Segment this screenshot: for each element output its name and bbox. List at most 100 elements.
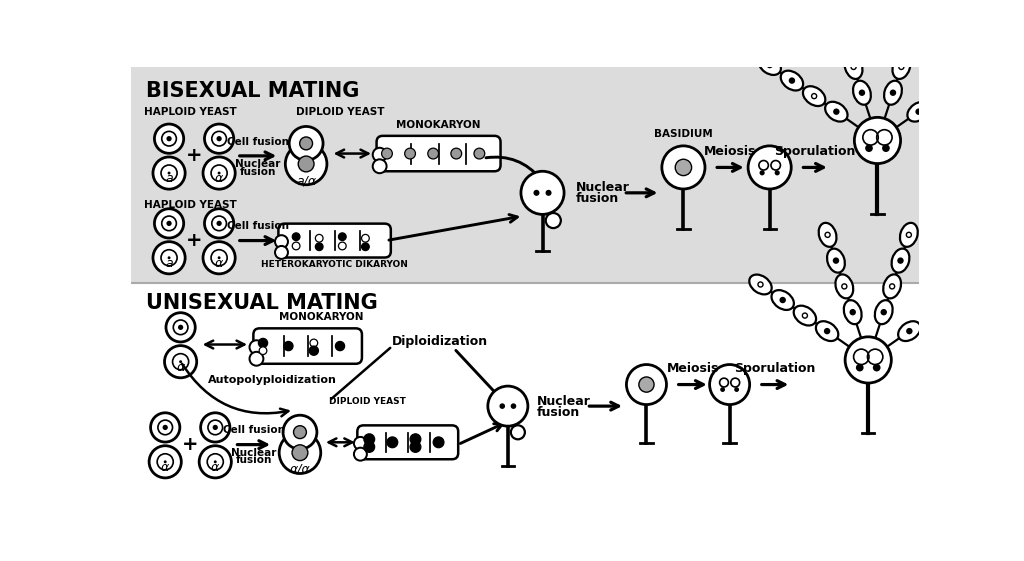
- Circle shape: [959, 77, 967, 84]
- Text: Cell fusion: Cell fusion: [226, 222, 289, 231]
- Text: α/α: α/α: [290, 463, 310, 476]
- Ellipse shape: [837, 29, 854, 53]
- Circle shape: [336, 342, 345, 351]
- Circle shape: [339, 233, 346, 241]
- Text: UNISEXUAL MATING: UNISEXUAL MATING: [146, 293, 378, 313]
- Text: MONOKARYON: MONOKARYON: [280, 312, 364, 322]
- Circle shape: [283, 415, 316, 449]
- Circle shape: [546, 190, 552, 196]
- Ellipse shape: [951, 71, 974, 90]
- Circle shape: [361, 234, 370, 242]
- Circle shape: [315, 234, 323, 242]
- Text: Nuclear: Nuclear: [231, 448, 276, 458]
- Text: +: +: [185, 231, 202, 250]
- Circle shape: [315, 243, 323, 251]
- Circle shape: [292, 242, 300, 250]
- Ellipse shape: [803, 86, 825, 106]
- Circle shape: [521, 171, 564, 214]
- Circle shape: [205, 124, 233, 153]
- Circle shape: [284, 342, 293, 351]
- Text: Cell fusion: Cell fusion: [223, 425, 285, 435]
- Circle shape: [292, 233, 300, 241]
- Circle shape: [167, 220, 172, 226]
- Circle shape: [155, 209, 183, 238]
- Circle shape: [203, 242, 236, 274]
- FancyBboxPatch shape: [279, 224, 391, 257]
- Ellipse shape: [901, 29, 919, 53]
- Circle shape: [339, 242, 346, 250]
- Text: a: a: [165, 172, 173, 186]
- Circle shape: [845, 337, 891, 383]
- Circle shape: [760, 170, 765, 176]
- Text: Sporulation: Sporulation: [774, 145, 856, 158]
- Circle shape: [850, 309, 856, 315]
- Text: HAPLOID YEAST: HAPLOID YEAST: [144, 200, 238, 210]
- Circle shape: [950, 297, 957, 304]
- Circle shape: [205, 209, 233, 238]
- Circle shape: [153, 242, 185, 274]
- Circle shape: [163, 425, 168, 430]
- Circle shape: [199, 446, 231, 478]
- Circle shape: [487, 386, 528, 426]
- Circle shape: [710, 365, 750, 404]
- Circle shape: [167, 136, 172, 141]
- Circle shape: [213, 425, 218, 430]
- Text: Nuclear: Nuclear: [575, 181, 630, 194]
- Circle shape: [168, 256, 171, 259]
- Circle shape: [168, 172, 171, 174]
- Text: Meiosis: Meiosis: [667, 362, 719, 375]
- Circle shape: [373, 159, 387, 173]
- Circle shape: [166, 312, 196, 342]
- Circle shape: [280, 432, 321, 473]
- Circle shape: [164, 461, 167, 463]
- Text: α: α: [176, 361, 184, 374]
- Ellipse shape: [836, 274, 853, 298]
- Circle shape: [216, 220, 222, 226]
- Ellipse shape: [825, 102, 848, 122]
- Ellipse shape: [759, 55, 781, 75]
- Text: Sporulation: Sporulation: [734, 362, 816, 375]
- Text: DIPLOID YEAST: DIPLOID YEAST: [296, 107, 385, 117]
- Circle shape: [410, 442, 421, 452]
- Circle shape: [749, 146, 792, 189]
- Text: fusion: fusion: [236, 456, 272, 466]
- Ellipse shape: [907, 102, 930, 122]
- Circle shape: [387, 437, 397, 448]
- Circle shape: [774, 170, 780, 176]
- Circle shape: [720, 387, 725, 392]
- Circle shape: [361, 243, 370, 251]
- Circle shape: [842, 38, 849, 44]
- Circle shape: [675, 159, 691, 176]
- Circle shape: [404, 148, 416, 159]
- Circle shape: [428, 148, 438, 159]
- Bar: [131, 283, 920, 499]
- Ellipse shape: [942, 290, 965, 310]
- Circle shape: [854, 117, 900, 164]
- Circle shape: [150, 446, 181, 478]
- Circle shape: [373, 148, 387, 162]
- Ellipse shape: [845, 55, 862, 79]
- Circle shape: [824, 328, 830, 334]
- Circle shape: [511, 403, 516, 409]
- Ellipse shape: [816, 321, 839, 341]
- Circle shape: [309, 346, 318, 355]
- Ellipse shape: [853, 81, 870, 105]
- Circle shape: [500, 403, 505, 409]
- Circle shape: [906, 38, 913, 44]
- Circle shape: [546, 213, 561, 228]
- Ellipse shape: [898, 321, 921, 341]
- Circle shape: [259, 347, 267, 355]
- Text: +: +: [185, 146, 202, 165]
- Circle shape: [151, 413, 180, 442]
- Circle shape: [218, 256, 220, 259]
- Ellipse shape: [930, 86, 952, 106]
- Ellipse shape: [874, 300, 893, 324]
- Circle shape: [310, 339, 317, 347]
- Circle shape: [289, 126, 323, 160]
- Circle shape: [165, 346, 197, 378]
- Circle shape: [216, 136, 222, 141]
- Circle shape: [250, 341, 263, 354]
- Ellipse shape: [884, 81, 902, 105]
- Circle shape: [639, 377, 654, 392]
- Circle shape: [865, 144, 872, 152]
